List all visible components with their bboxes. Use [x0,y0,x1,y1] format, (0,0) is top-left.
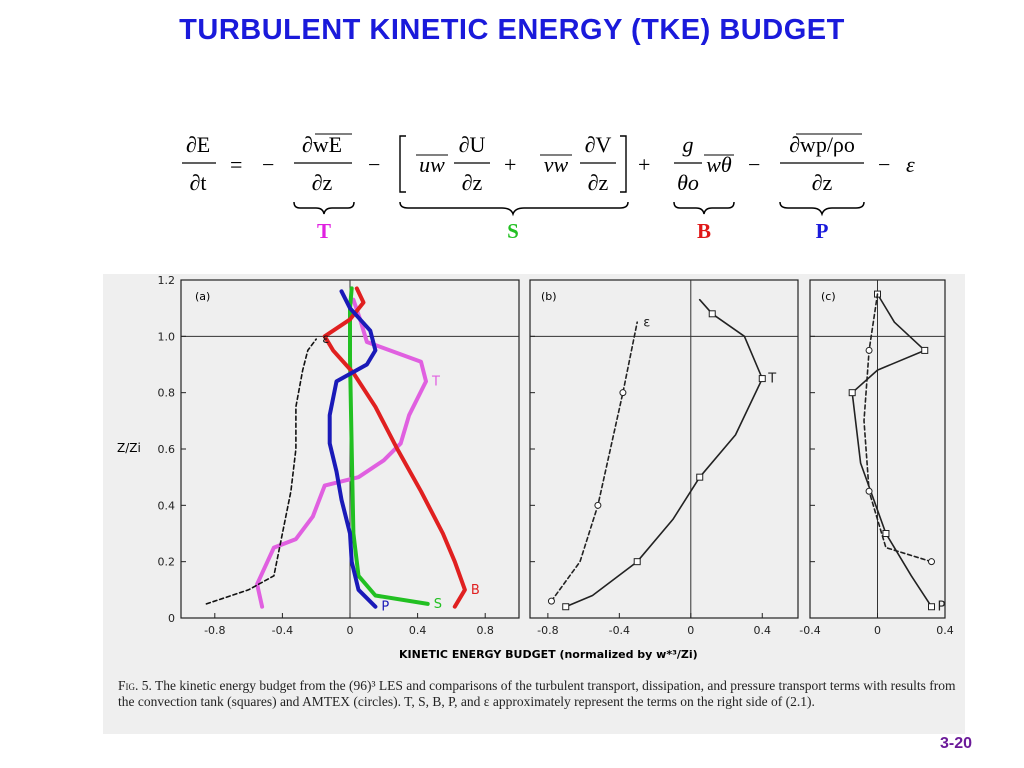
tke-figure: -0.8 -0.4 0 0.4 0.800.20.40.60.81.01.2TSBPε … [117,274,954,661]
series-line-0-0 [255,297,428,609]
label-t: T [317,219,331,243]
marker-1-0-4 [696,473,704,481]
y-tick-label-0: 0 [168,612,175,625]
series-label-0-2: B [471,583,480,598]
eq-b-term: wθ [706,152,732,177]
y-tick-label-4: 0.8 [158,387,176,400]
eq-minus-4: − [878,152,890,177]
eq-p-num: ∂wp/ρo [789,132,855,157]
marker-2-0-6 [921,346,929,354]
x-tick-label-0-4: 0.8 [476,624,494,637]
series-label-1-1: ε [643,315,650,330]
series-line-0-2 [322,286,467,609]
series-line-0-3 [327,289,378,609]
y-tick-label-3: 0.6 [158,443,176,456]
eq-lhs-num: ∂E [186,132,210,157]
x-tick-label-1-3: 0.4 [754,624,772,637]
eq-t-den: ∂z [312,170,333,195]
marker-1-0-0 [562,603,570,611]
series-label-2-0: P [938,600,946,615]
x-tick-label-1-2: 0 [687,624,694,637]
brace-t [293,201,355,215]
marker-1-1-2 [594,501,602,509]
eq-t-num: ∂wE [302,132,342,157]
eq-lhs-den: ∂t [190,170,207,195]
series-line-0-1 [348,286,430,606]
y-tick-label-6: 1.2 [158,274,176,287]
marker-2-1-4 [865,346,873,354]
y-tick-label-5: 1.0 [158,330,176,343]
eq-plus-1: + [504,152,516,177]
panel-c: -0.4 0 0.4 P [799,279,954,637]
series-label-1-0: T [767,372,776,387]
panel-a-label: (a) [195,290,210,303]
panel-b: -0.8 -0.4 0 0.4 Tε [530,279,798,637]
eq-s1-coef: uw [419,152,445,177]
marker-2-0-0 [928,603,935,611]
marker-1-1-4 [619,389,627,397]
marker-2-1-2 [865,487,873,495]
x-tick-label-0-2: 0 [347,624,354,637]
caption-fig-number: Fig. 5. [118,678,152,693]
y-tick-label-1: 0.2 [158,556,176,569]
panel-b-label: (b) [541,290,557,303]
slide-title: TURBULENT KINETIC ENERGY (TKE) BUDGET [179,14,845,46]
panel-c-label: (c) [821,290,836,303]
marker-1-0-6 [758,375,766,383]
series-line-2-0 [851,293,933,608]
eq-s2-num: ∂V [585,132,612,157]
series-line-1-1 [550,321,638,602]
y-tick-label-2: 0.4 [158,499,176,512]
caption-text: The kinetic energy budget from the (96)³… [118,678,956,709]
eq-minus-3: − [748,152,760,177]
series-label-0-4: ε [322,332,329,347]
y-axis-label: Z/Zi [117,441,141,455]
series-label-0-0: T [431,374,440,389]
x-tick-label-2-2: 0.4 [936,624,954,637]
x-tick-label-0-0: -0.8 [204,624,225,637]
marker-2-0-2 [882,530,890,537]
series-line-0-4 [205,338,317,605]
brace-p [779,201,865,217]
series-line-2-1 [863,293,933,563]
marker-1-0-8 [708,310,716,318]
x-tick-label-2-0: -0.4 [799,624,820,637]
x-axis-label: KINETIC ENERGY BUDGET (normalized by w*³… [399,648,698,661]
label-s: S [507,219,519,243]
label-p: P [816,219,829,243]
eq-equals: = [230,152,242,177]
series-label-0-1: S [434,597,442,612]
panel-b-frame [529,279,799,619]
x-tick-label-1-1: -0.4 [609,624,630,637]
eq-s2-coef: vw [544,152,569,177]
marker-2-1-0 [928,558,935,566]
eq-s1-den: ∂z [462,170,483,195]
eq-plus-2: + [638,152,650,177]
eq-b-num: g [683,132,694,157]
x-tick-label-2-1: 0 [874,624,881,637]
eq-minus-2: − [368,152,380,177]
eq-epsilon: ε [906,152,915,177]
label-b: B [697,219,711,243]
series-line-1-0 [564,298,764,608]
marker-1-0-2 [633,558,641,566]
page-number: 3-20 [939,735,972,752]
x-tick-label-0-3: 0.4 [409,624,427,637]
tke-equation: ∂E ∂t = − ∂wE ∂z − uw ∂U ∂z + vw ∂V ∂z [170,128,940,248]
eq-s1-num: ∂U [459,132,486,157]
eq-p-den: ∂z [812,170,833,195]
x-tick-label-0-1: -0.4 [272,624,293,637]
eq-minus-1: − [262,152,274,177]
series-label-0-3: P [381,600,389,615]
brace-s [399,201,629,217]
marker-2-0-4 [848,389,856,397]
panel-a: -0.8 -0.4 0 0.4 0.8 0 0.2 0.4 0.6 0.8 1.0 1.2 T S B Pε [158,274,519,637]
marker-1-1-0 [547,597,555,605]
eq-b-den: θo [677,170,699,195]
eq-s2-den: ∂z [588,170,609,195]
figure-caption: Fig. 5. The kinetic energy budget from t… [118,678,960,710]
x-tick-label-1-0: -0.8 [537,624,558,637]
brace-b [673,201,735,215]
